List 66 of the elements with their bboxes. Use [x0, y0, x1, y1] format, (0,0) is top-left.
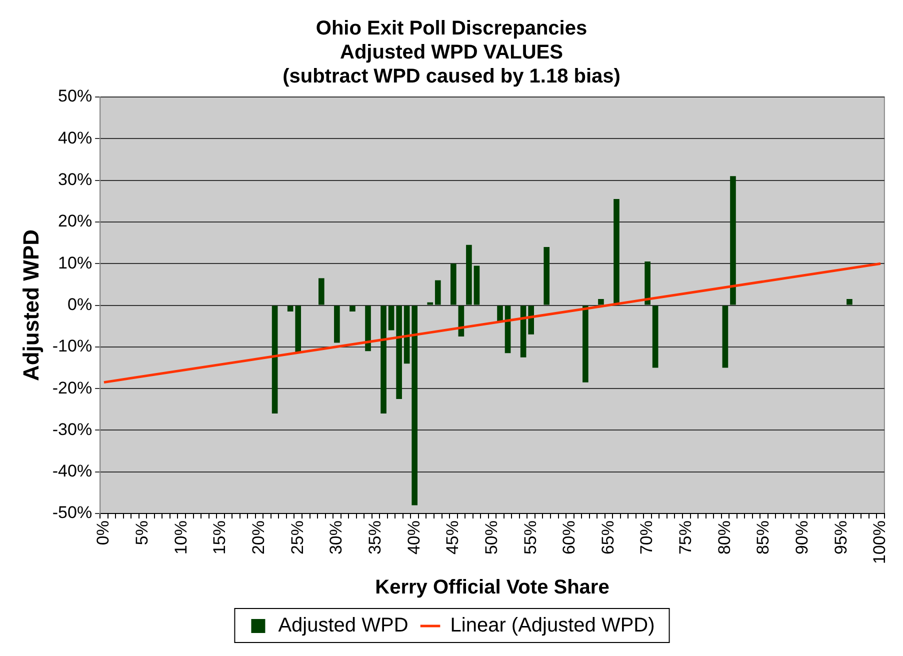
bar — [388, 306, 394, 330]
x-axis-title: Kerry Official Vote Share — [375, 576, 610, 599]
bar — [396, 306, 402, 399]
y-tick-label: -40% — [52, 462, 92, 481]
bar — [652, 306, 658, 368]
x-tick-label: 100% — [870, 520, 890, 564]
text: Adjusted WPD VALUES — [340, 42, 563, 64]
bar — [520, 306, 526, 358]
bar — [272, 306, 278, 414]
x-tick-label: 30% — [326, 520, 346, 555]
bar — [318, 278, 324, 305]
x-tick-label: 70% — [637, 520, 656, 555]
bar — [582, 306, 588, 382]
bar — [380, 306, 386, 414]
y-tick-label: 30% — [58, 170, 92, 189]
bar — [404, 306, 410, 364]
x-tick-label: 50% — [482, 520, 501, 555]
y-tick-label: -20% — [52, 378, 92, 398]
bar — [450, 264, 456, 305]
bar — [544, 246, 550, 305]
bar — [365, 306, 371, 352]
y-tick-label: -50% — [52, 503, 92, 522]
bar — [434, 280, 441, 305]
x-tick-label: 10% — [171, 520, 190, 555]
x-tick-label: 20% — [248, 520, 268, 555]
x-tick-label: 15% — [210, 520, 230, 555]
x-tick-label: 85% — [754, 520, 773, 555]
y-tick-label: -10% — [52, 336, 92, 356]
bar — [722, 306, 728, 368]
y-tick-label: 0% — [68, 294, 92, 314]
x-tick-label: 35% — [365, 520, 384, 555]
bar — [427, 302, 434, 305]
bar — [412, 306, 418, 506]
y-tick-label: 50% — [58, 86, 92, 106]
y-tick-label: 10% — [58, 253, 92, 272]
bar — [528, 306, 534, 334]
x-tick-label: 40% — [404, 520, 424, 555]
y-tick-label: 20% — [58, 212, 92, 231]
bar — [614, 199, 620, 305]
legend-label: Adjusted WPD — [278, 614, 408, 637]
y-axis-title: Adjusted WPD — [18, 229, 44, 382]
x-tick-label: 5% — [132, 520, 152, 546]
bar — [598, 299, 604, 305]
bar — [846, 299, 852, 305]
bar — [466, 244, 472, 305]
bar — [334, 306, 340, 343]
x-tick-label: 25% — [288, 520, 307, 555]
legend-label: Linear (Adjusted WPD) — [450, 614, 655, 637]
x-tick-label: 55% — [520, 520, 540, 555]
x-tick-label: 95% — [831, 520, 850, 555]
y-tick-label: 40% — [58, 128, 92, 148]
x-tick-label: 0% — [94, 520, 113, 546]
bar — [644, 262, 650, 305]
bar — [474, 266, 480, 305]
bar — [497, 306, 503, 322]
x-tick-label: 65% — [598, 520, 618, 555]
x-tick-label: 90% — [792, 520, 812, 555]
x-tick-label: 45% — [443, 520, 462, 555]
text: Ohio Exit Poll Discrepancies — [316, 18, 588, 40]
x-tick-label: 60% — [560, 520, 579, 555]
y-tick-label: -30% — [52, 420, 92, 439]
bar — [730, 176, 736, 305]
bar — [350, 306, 356, 312]
x-tick-label: 75% — [676, 520, 696, 555]
x-tick-label: 80% — [714, 520, 734, 555]
text: (subtract WPD caused by 1.18 bias) — [282, 66, 620, 88]
